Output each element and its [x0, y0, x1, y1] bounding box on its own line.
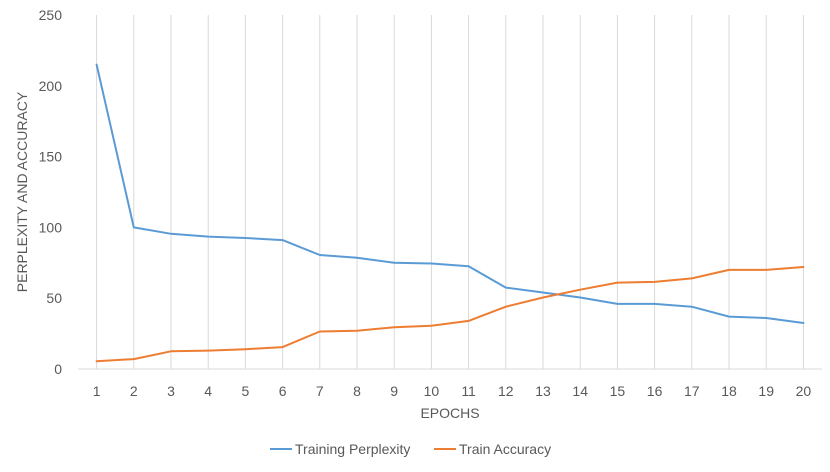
- y-tick-label: 0: [54, 361, 62, 377]
- y-tick-label: 150: [39, 149, 63, 165]
- y-tick-label: 50: [46, 290, 62, 306]
- legend: Training Perplexity Train Accuracy: [270, 441, 551, 457]
- x-tick-label: 6: [279, 383, 287, 399]
- x-tick-label: 12: [498, 383, 514, 399]
- x-tick-label: 14: [572, 383, 588, 399]
- x-tick-label: 4: [204, 383, 212, 399]
- x-tick-label: 13: [535, 383, 551, 399]
- x-tick-label: 15: [610, 383, 626, 399]
- x-tick-label: 9: [390, 383, 398, 399]
- x-tick-label: 19: [758, 383, 774, 399]
- x-tick-label: 2: [130, 383, 138, 399]
- x-tick-label: 3: [167, 383, 175, 399]
- x-tick-label: 20: [796, 383, 812, 399]
- y-axis-title: PERPLEXITY AND ACCURACY: [14, 91, 30, 292]
- x-tick-label: 17: [684, 383, 700, 399]
- x-tick-label: 5: [242, 383, 250, 399]
- x-tick-label: 16: [647, 383, 663, 399]
- legend-label-0: Training Perplexity: [295, 441, 410, 457]
- x-tick-label: 8: [353, 383, 361, 399]
- y-tick-label: 200: [39, 78, 63, 94]
- y-tick-label: 250: [39, 7, 63, 23]
- y-axis-ticks: 0 50 100 150 200 250: [39, 7, 63, 377]
- x-tick-label: 7: [316, 383, 324, 399]
- plot-area: [78, 15, 822, 368]
- y-tick-label: 100: [39, 219, 63, 235]
- x-tick-label: 18: [721, 383, 737, 399]
- legend-label-1: Train Accuracy: [459, 441, 551, 457]
- x-tick-label: 1: [93, 383, 101, 399]
- x-axis-title: EPOCHS: [420, 405, 479, 421]
- x-tick-label: 11: [461, 383, 476, 399]
- x-tick-label: 10: [424, 383, 440, 399]
